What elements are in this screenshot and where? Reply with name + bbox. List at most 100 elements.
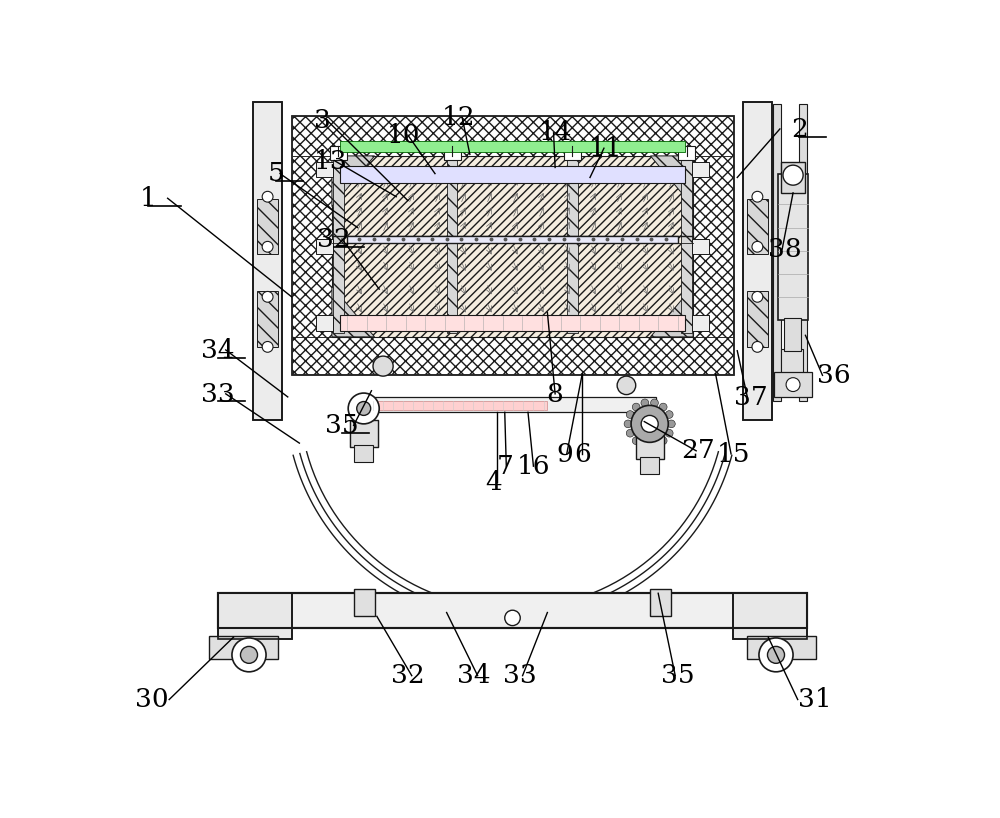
Bar xyxy=(781,162,805,193)
Polygon shape xyxy=(650,156,693,207)
Bar xyxy=(447,160,457,333)
Circle shape xyxy=(626,429,634,437)
Bar xyxy=(347,236,678,243)
Bar xyxy=(784,318,801,351)
Bar xyxy=(292,116,733,156)
Bar xyxy=(330,146,347,160)
Bar xyxy=(316,315,333,330)
Bar xyxy=(354,446,373,462)
Text: 6: 6 xyxy=(574,442,591,466)
Bar xyxy=(340,142,685,152)
Bar xyxy=(681,160,692,333)
Text: 33: 33 xyxy=(201,382,235,407)
Circle shape xyxy=(659,437,667,444)
Circle shape xyxy=(783,165,803,185)
Text: 1: 1 xyxy=(140,187,157,211)
Bar xyxy=(218,593,292,640)
Bar xyxy=(692,239,709,254)
Circle shape xyxy=(262,341,273,353)
Text: 34: 34 xyxy=(457,663,491,688)
Text: 33: 33 xyxy=(503,663,537,688)
Text: 37: 37 xyxy=(734,384,768,410)
Circle shape xyxy=(632,437,640,444)
Circle shape xyxy=(348,393,379,424)
Bar xyxy=(354,397,656,412)
Bar xyxy=(369,401,547,410)
Bar xyxy=(733,593,807,640)
Circle shape xyxy=(668,420,675,428)
Text: 32: 32 xyxy=(317,227,351,253)
Bar xyxy=(340,315,685,330)
Bar xyxy=(253,102,282,420)
Bar xyxy=(333,160,344,333)
Bar xyxy=(781,349,803,374)
Bar xyxy=(693,156,733,337)
Circle shape xyxy=(262,241,273,252)
Circle shape xyxy=(617,376,636,394)
Bar xyxy=(292,156,332,337)
Text: 3: 3 xyxy=(314,108,331,133)
Bar xyxy=(209,636,278,658)
Text: 8: 8 xyxy=(547,382,564,407)
Text: 4: 4 xyxy=(485,470,502,495)
Bar xyxy=(218,593,807,628)
Polygon shape xyxy=(332,156,375,207)
Circle shape xyxy=(752,191,763,202)
Circle shape xyxy=(665,429,673,437)
Bar xyxy=(444,146,461,160)
Bar xyxy=(733,593,807,640)
Bar xyxy=(799,105,807,401)
Text: 14: 14 xyxy=(538,120,572,146)
Circle shape xyxy=(752,241,763,252)
Text: 32: 32 xyxy=(391,663,425,688)
Bar xyxy=(747,199,768,254)
Text: 7: 7 xyxy=(496,454,513,479)
Circle shape xyxy=(786,378,800,392)
Bar xyxy=(650,590,671,617)
Polygon shape xyxy=(650,286,693,337)
Bar xyxy=(257,291,278,347)
Circle shape xyxy=(641,399,649,407)
Circle shape xyxy=(624,420,632,428)
Bar xyxy=(292,116,733,374)
Text: 38: 38 xyxy=(768,237,802,262)
Circle shape xyxy=(641,441,649,449)
Bar xyxy=(747,636,816,658)
Bar xyxy=(340,166,685,183)
Bar xyxy=(218,593,807,628)
Bar xyxy=(692,315,709,330)
Bar xyxy=(678,146,695,160)
Text: 35: 35 xyxy=(661,663,694,688)
Circle shape xyxy=(752,341,763,353)
Bar xyxy=(743,102,772,420)
Bar xyxy=(292,337,733,374)
Bar xyxy=(778,173,808,320)
Circle shape xyxy=(659,403,667,411)
Bar xyxy=(316,239,333,254)
Circle shape xyxy=(759,638,793,672)
Circle shape xyxy=(767,646,785,663)
Bar xyxy=(354,590,375,617)
Bar xyxy=(350,420,378,447)
Polygon shape xyxy=(332,286,375,337)
Bar xyxy=(636,435,664,459)
Circle shape xyxy=(641,416,658,433)
Text: 35: 35 xyxy=(325,413,359,438)
Circle shape xyxy=(651,399,658,407)
Bar xyxy=(747,291,768,347)
Circle shape xyxy=(262,191,273,202)
Circle shape xyxy=(262,291,273,302)
Bar xyxy=(640,457,659,474)
Bar xyxy=(773,105,781,401)
Text: 9: 9 xyxy=(557,442,574,466)
Text: 36: 36 xyxy=(817,363,851,388)
Text: 34: 34 xyxy=(201,338,235,362)
Text: 10: 10 xyxy=(387,124,421,148)
Text: 15: 15 xyxy=(717,442,750,466)
Bar xyxy=(316,162,333,178)
Text: 31: 31 xyxy=(798,687,832,712)
Circle shape xyxy=(357,402,371,416)
Bar xyxy=(567,160,578,333)
Circle shape xyxy=(240,646,258,663)
Bar xyxy=(564,146,581,160)
